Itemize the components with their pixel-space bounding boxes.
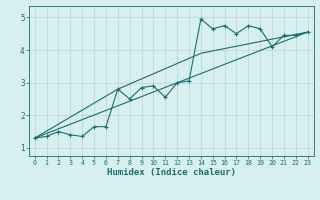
- X-axis label: Humidex (Indice chaleur): Humidex (Indice chaleur): [107, 168, 236, 177]
